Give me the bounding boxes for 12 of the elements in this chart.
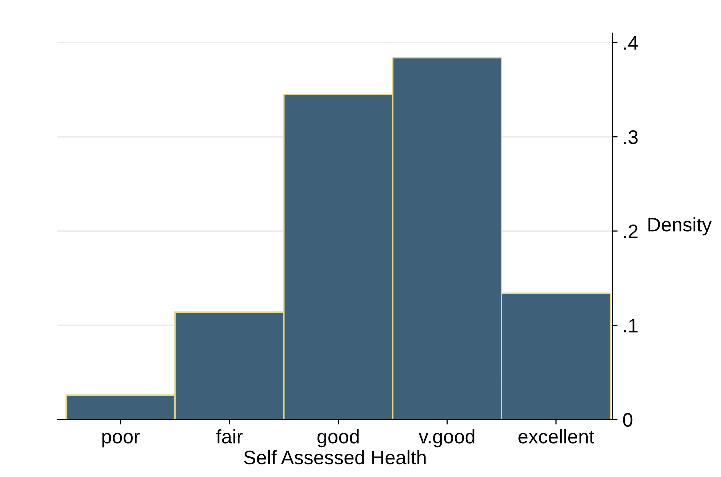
x-axis-title: Self Assessed Health [244, 450, 426, 465]
y-tick-label: .3 [624, 130, 638, 144]
y-tick-label: .1 [624, 319, 638, 333]
x-tick-label: poor [102, 433, 140, 448]
x-tick-label: v.good [418, 429, 475, 448]
x-tick-label: fair [216, 429, 243, 444]
y-tick-label: .2 [624, 224, 638, 238]
x-tick-label: good [318, 429, 359, 448]
y-tick-label: .4 [624, 36, 638, 50]
x-tick-label: excellent [518, 429, 594, 444]
y-tick-label: 0 [623, 413, 633, 427]
y-axis-title: Density [648, 218, 712, 236]
